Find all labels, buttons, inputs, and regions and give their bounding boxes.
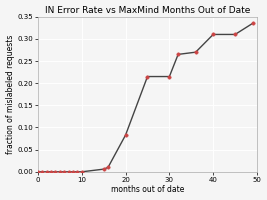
Title: IN Error Rate vs MaxMind Months Out of Date: IN Error Rate vs MaxMind Months Out of D…	[45, 6, 250, 15]
Y-axis label: fraction of mislabeled requests: fraction of mislabeled requests	[6, 35, 15, 154]
X-axis label: months out of date: months out of date	[111, 185, 184, 194]
